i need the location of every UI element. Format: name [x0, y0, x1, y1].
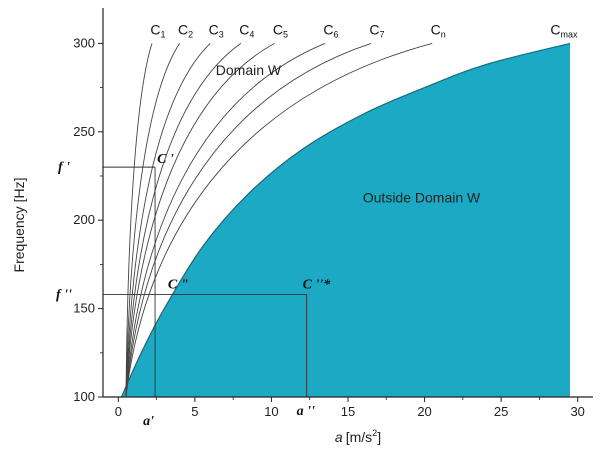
- x-tick-label-20: 20: [417, 404, 431, 419]
- y-tick-label-200: 200: [73, 212, 95, 227]
- x-tick-label-10: 10: [264, 404, 278, 419]
- f-prime-label: f ': [58, 160, 70, 175]
- x-tick-label-5: 5: [191, 404, 198, 419]
- c-dprime-star-label: C ''*: [303, 277, 332, 292]
- curve-label-cmax: Cmax: [550, 22, 578, 40]
- curve-c2: [125, 43, 180, 398]
- y-tick-label-300: 300: [73, 35, 95, 50]
- curve-label-cn: Cn: [431, 22, 446, 40]
- curve-c3: [125, 43, 211, 398]
- y-axis-title: Frequency [Hz]: [11, 178, 27, 273]
- a-prime-label: a': [143, 414, 154, 429]
- c-dprime-label: C ": [168, 277, 189, 292]
- curve-c7: [125, 42, 372, 398]
- y-tick-label-150: 150: [73, 301, 95, 316]
- x-axis-title: a [m/s2]: [335, 428, 381, 445]
- curve-label-c7: C7: [369, 22, 384, 40]
- curve-cn: [125, 42, 433, 398]
- curve-label-c6: C6: [323, 22, 338, 40]
- c-prime-label: C ': [157, 152, 174, 167]
- curve-label-c1: C1: [150, 22, 165, 40]
- curve-label-c2: C2: [178, 22, 193, 40]
- f-dprime-label: f '': [56, 287, 72, 302]
- y-tick-label-100: 100: [73, 389, 95, 404]
- curve-c4: [125, 43, 242, 398]
- curve-c1: [125, 43, 153, 398]
- x-axis-unit-sup: 2: [372, 428, 377, 438]
- outside-domain-area: [121, 43, 571, 398]
- curve-label-c3: C3: [209, 22, 224, 40]
- x-axis-symbol: a: [335, 429, 343, 445]
- domain-w-label: Domain W: [216, 62, 282, 78]
- curve-label-c5: C5: [273, 22, 288, 40]
- y-tick-label-250: 250: [73, 124, 95, 139]
- x-tick-label-0: 0: [115, 404, 122, 419]
- curve-label-c4: C4: [239, 22, 254, 40]
- x-tick-label-15: 15: [341, 404, 355, 419]
- a-dprime-label: a '': [297, 404, 315, 419]
- curve-c6: [125, 42, 326, 398]
- outside-domain-w-label: Outside Domain W: [363, 190, 481, 206]
- x-axis-unit-close: ]: [377, 429, 381, 445]
- x-tick-label-25: 25: [494, 404, 508, 419]
- x-tick-label-30: 30: [570, 404, 584, 419]
- plot-area: C1 C2 C3 C4 C5 C6 C7 Cn Cmax Domain W Outside Doma…: [56, 8, 593, 429]
- x-axis-unit: [m/s: [346, 429, 372, 445]
- curve-c5: [125, 43, 275, 398]
